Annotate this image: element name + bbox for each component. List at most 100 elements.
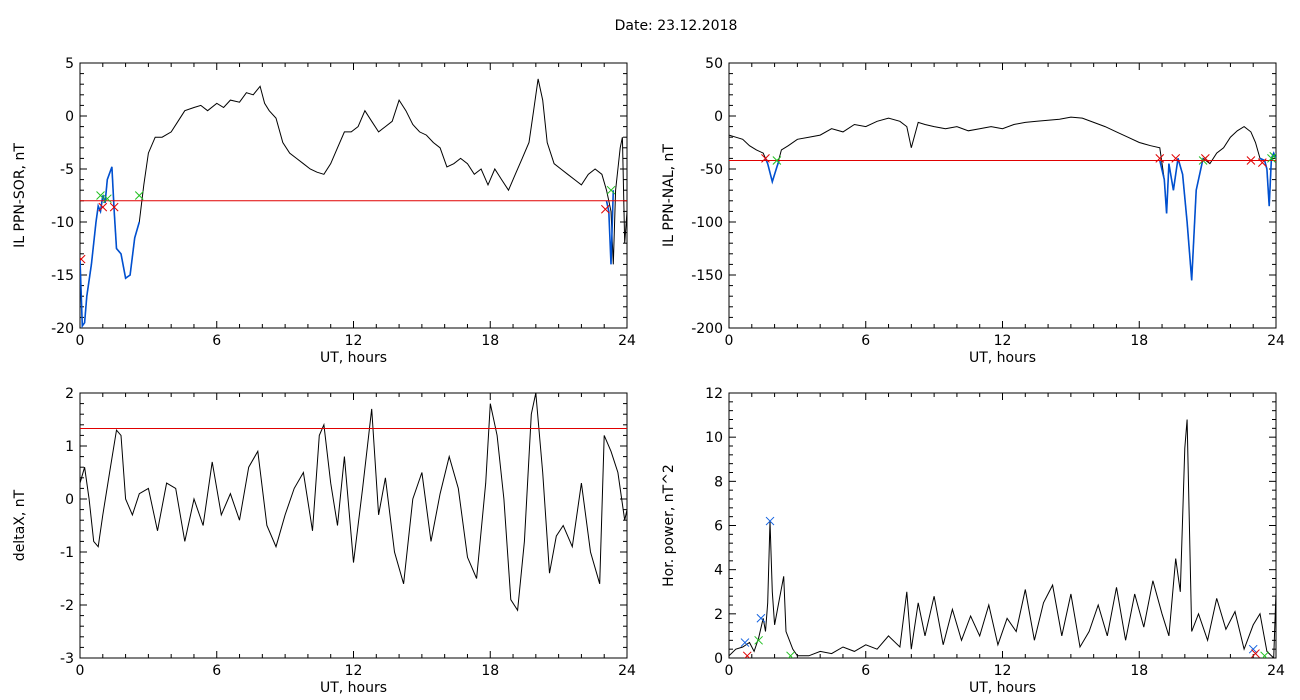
plot-frame (728, 392, 1277, 659)
event-marker (754, 635, 763, 645)
x-tick-label: 12 (994, 333, 1012, 349)
marker-stroke (1246, 156, 1256, 165)
x-tick-label: 0 (725, 333, 734, 349)
x-tick-label: 24 (618, 333, 636, 349)
y-axis-label: IL PPN-NAL, nT (661, 144, 677, 247)
data-line (729, 419, 1276, 658)
y-tick-label: -200 (691, 321, 723, 337)
y-tick-label: -1 (60, 545, 74, 561)
x-tick-label: 18 (1130, 663, 1148, 679)
x-axis-label: UT, hours (320, 680, 387, 696)
event-marker (1248, 644, 1258, 654)
event-marker (1171, 154, 1181, 163)
event-marker (1200, 154, 1210, 163)
marker-stroke (761, 154, 770, 163)
event-marker (1246, 156, 1256, 165)
marker-stroke (1251, 649, 1260, 658)
y-tick-label: 5 (65, 56, 74, 72)
x-axis-label: UT, hours (969, 350, 1036, 366)
x-tick-label: 24 (1267, 663, 1285, 679)
x-axis-label: UT, hours (969, 680, 1036, 696)
x-tick-label: 12 (345, 663, 363, 679)
x-tick-label: 12 (345, 333, 363, 349)
event-marker (1257, 158, 1267, 167)
marker-stroke (1257, 158, 1267, 167)
y-tick-label: 2 (65, 386, 74, 402)
y-tick-label: 2 (714, 607, 723, 623)
marker-stroke (96, 191, 105, 200)
y-tick-label: 0 (65, 492, 74, 508)
plot-frame (79, 392, 628, 659)
marker-stroke (756, 613, 766, 623)
plot-frame (79, 62, 628, 329)
y-tick-label: -10 (51, 215, 74, 231)
marker-stroke (740, 638, 750, 647)
substorm-segment (764, 158, 780, 185)
x-tick-label: 6 (212, 663, 221, 679)
y-axis-label: IL PPN-SOR, nT (12, 143, 28, 248)
event-marker (1155, 154, 1165, 163)
plot-area (80, 78, 627, 328)
x-tick-label: 6 (861, 663, 870, 679)
event-marker (98, 202, 108, 212)
y-tick-label: -3 (60, 651, 74, 667)
substorm-segment (80, 166, 141, 328)
event-marker (740, 638, 750, 647)
y-tick-label: 10 (705, 430, 723, 446)
y-tick-label: 4 (714, 563, 723, 579)
data-line (729, 116, 1276, 281)
event-marker (1269, 151, 1276, 161)
marker-stroke (109, 202, 119, 212)
y-tick-label: -50 (700, 162, 723, 178)
marker-stroke (80, 254, 86, 261)
marker-stroke (102, 194, 112, 204)
x-tick-label: 18 (1130, 333, 1148, 349)
y-tick-label: 12 (705, 386, 723, 402)
substorm-segment (1159, 158, 1204, 281)
x-tick-label: 0 (76, 333, 85, 349)
marker-stroke (1200, 154, 1210, 163)
y-tick-label: -15 (51, 268, 74, 284)
plot-frame (728, 62, 1277, 329)
plot-area (729, 116, 1276, 281)
marker-stroke (1171, 154, 1181, 163)
y-tick-label: 50 (705, 56, 723, 72)
x-tick-label: 18 (481, 333, 499, 349)
x-tick-label: 0 (76, 663, 85, 679)
marker-stroke (744, 651, 752, 658)
event-marker (80, 254, 86, 264)
x-tick-label: 6 (861, 333, 870, 349)
y-tick-label: -5 (60, 162, 74, 178)
substorm-segment (605, 190, 615, 265)
x-tick-label: 24 (618, 663, 636, 679)
marker-stroke (600, 204, 610, 214)
event-marker (786, 651, 795, 658)
y-tick-label: -150 (691, 268, 723, 284)
event-marker (765, 516, 775, 526)
y-tick-label: 6 (714, 519, 723, 535)
y-tick-label: -20 (51, 321, 74, 337)
x-tick-label: 12 (994, 663, 1012, 679)
x-tick-label: 24 (1267, 333, 1285, 349)
event-marker (1260, 651, 1269, 658)
marker-stroke (98, 202, 108, 212)
event-marker (606, 185, 616, 195)
marker-stroke (765, 516, 775, 526)
marker-stroke (772, 156, 782, 165)
event-marker (134, 191, 144, 200)
y-tick-label: -2 (60, 598, 74, 614)
marker-stroke (1155, 154, 1165, 163)
event-marker (742, 651, 752, 658)
panel-il-ppn-sor: 0 6 12 18 24 -20 -15 -10 -5 0 5 UT, hours IL PPN-SOR… (12, 56, 636, 366)
marker-stroke (787, 651, 795, 658)
plot-area (80, 393, 627, 612)
y-tick-label: 0 (714, 651, 723, 667)
event-marker (756, 613, 766, 623)
data-line (80, 78, 627, 328)
x-axis-label: UT, hours (320, 350, 387, 366)
panel-il-ppn-nal: 0 6 12 18 24 -200 -150 -100 -50 0 50 UT, hours IL PP… (661, 56, 1285, 366)
event-marker (96, 191, 105, 200)
